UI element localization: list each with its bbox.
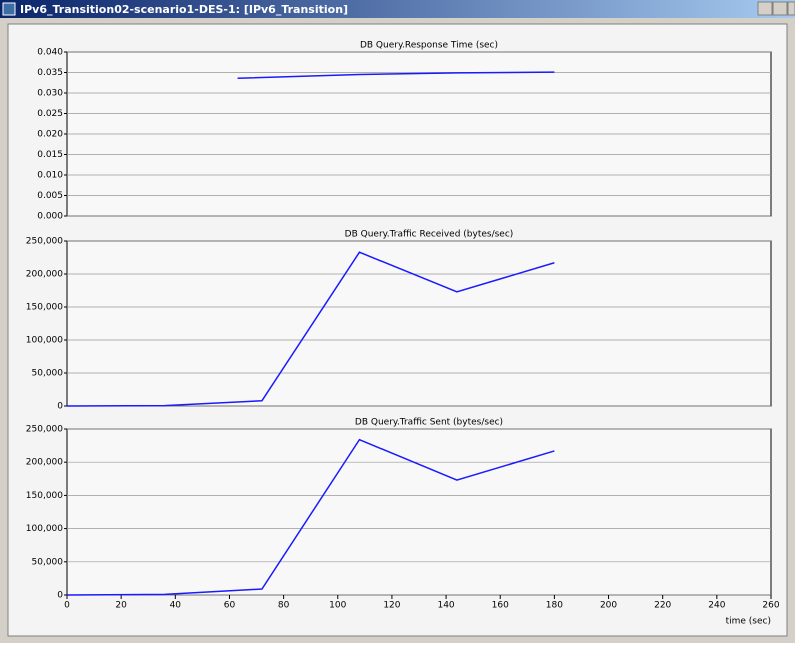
x-tick-label: 220 xyxy=(654,601,671,611)
y-tick-label: 0.015 xyxy=(37,150,63,160)
y-tick-label: 200,000 xyxy=(26,458,63,468)
x-tick-label: 160 xyxy=(492,601,509,611)
x-tick-label: 80 xyxy=(278,601,290,611)
chart-title: DB Query.Traffic Received (bytes/sec) xyxy=(345,230,514,240)
y-tick-label: 0.035 xyxy=(37,68,63,78)
x-tick-label: 140 xyxy=(437,601,454,611)
window-title: IPv6_Transition02-scenario1-DES-1: [IPv6… xyxy=(20,3,348,16)
data-line xyxy=(66,251,555,407)
y-tick-label: 0.030 xyxy=(37,89,63,99)
plot-area xyxy=(66,428,772,596)
close-button[interactable] xyxy=(787,1,795,16)
minimize-button[interactable] xyxy=(757,1,773,16)
y-tick-label: 50,000 xyxy=(32,557,64,567)
x-tick-label: 180 xyxy=(546,601,563,611)
y-tick-label: 0 xyxy=(57,591,63,601)
y-tick-label: 0.025 xyxy=(37,109,63,119)
y-tick-label: 0.020 xyxy=(37,130,63,140)
y-tick-label: 0.000 xyxy=(37,212,63,222)
title-bar xyxy=(0,0,795,18)
x-tick-label: 20 xyxy=(115,601,127,611)
chart-title: DB Query.Response Time (sec) xyxy=(360,41,498,51)
y-tick-label: 250,000 xyxy=(26,425,63,435)
data-line xyxy=(237,71,555,79)
x-tick-label: 240 xyxy=(708,601,725,611)
maximize-button[interactable] xyxy=(772,1,788,16)
window-icon xyxy=(2,2,16,16)
x-tick-label: 60 xyxy=(224,601,236,611)
y-tick-label: 0.040 xyxy=(37,48,63,58)
y-tick-label: 250,000 xyxy=(26,237,63,247)
x-tick-label: 200 xyxy=(600,601,617,611)
y-tick-label: 50,000 xyxy=(32,369,64,379)
y-tick-label: 0.010 xyxy=(37,171,63,181)
y-tick-label: 150,000 xyxy=(26,491,63,501)
plot-area xyxy=(66,240,772,407)
x-tick-label: 0 xyxy=(64,601,70,611)
data-line xyxy=(66,438,555,596)
x-tick-label: 260 xyxy=(762,601,779,611)
x-axis-label: time (sec) xyxy=(726,617,771,627)
y-tick-label: 0 xyxy=(57,402,63,412)
x-tick-label: 120 xyxy=(383,601,400,611)
y-tick-label: 200,000 xyxy=(26,270,63,280)
x-tick-label: 100 xyxy=(329,601,346,611)
y-tick-label: 0.005 xyxy=(37,191,63,201)
x-tick-label: 40 xyxy=(170,601,182,611)
chart-title: DB Query.Traffic Sent (bytes/sec) xyxy=(355,418,503,428)
y-tick-label: 100,000 xyxy=(26,524,63,534)
y-tick-label: 150,000 xyxy=(26,303,63,313)
y-tick-label: 100,000 xyxy=(26,336,63,346)
